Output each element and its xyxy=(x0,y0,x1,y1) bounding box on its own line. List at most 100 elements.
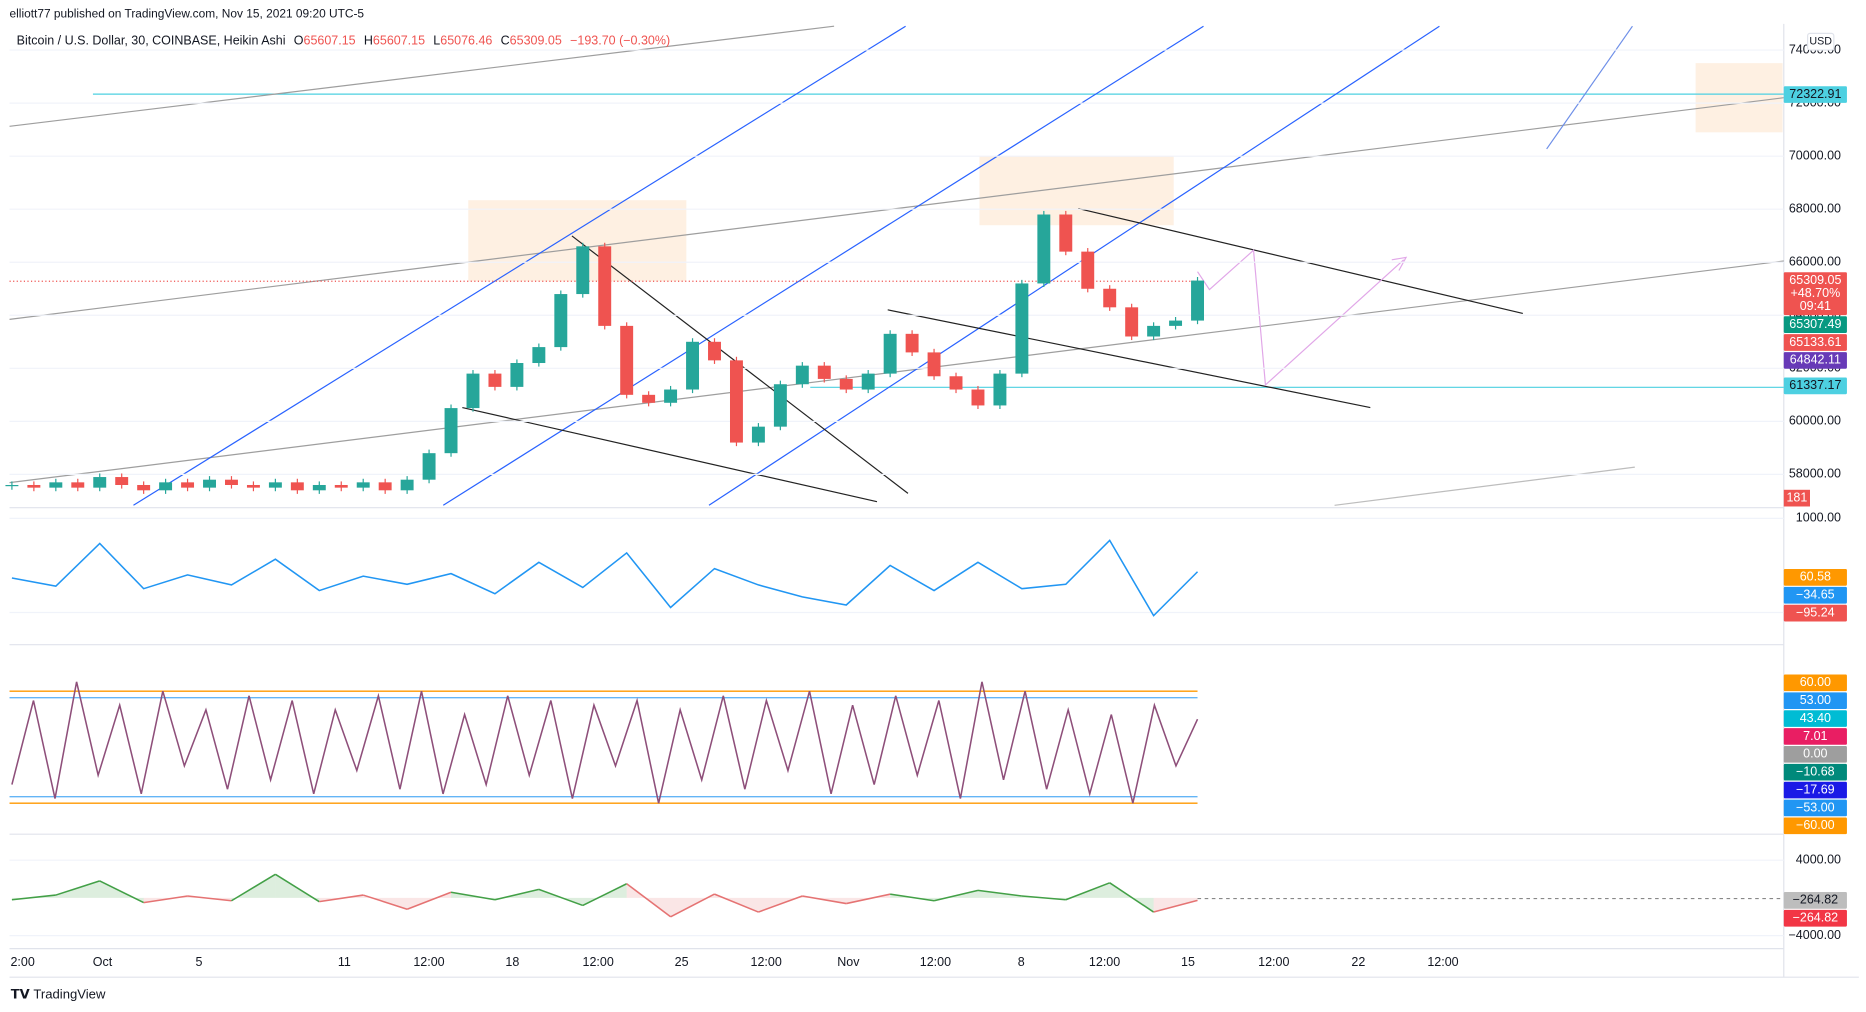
candle xyxy=(1191,280,1204,321)
wedge-line xyxy=(462,406,878,503)
candle xyxy=(905,333,919,353)
area-line xyxy=(99,880,144,904)
area-line xyxy=(582,883,628,907)
x-tick-label: 18 xyxy=(505,955,519,969)
area-fill xyxy=(802,896,847,904)
zone xyxy=(979,156,1174,226)
area-line xyxy=(846,893,891,905)
drawings xyxy=(9,25,1784,900)
candle xyxy=(993,373,1007,406)
y-tick-label: 1000.00 xyxy=(1796,511,1841,525)
candle xyxy=(400,479,414,491)
x-tick-label: 12:00 xyxy=(751,955,782,969)
price-badge-label: −60.00 xyxy=(1796,818,1835,832)
area-line xyxy=(143,895,188,904)
price-badge-label: −95.24 xyxy=(1796,605,1835,619)
ohlc-value: 65607.15 xyxy=(304,34,356,48)
candle xyxy=(268,482,282,488)
area-line xyxy=(274,873,320,903)
ohlc-label: L xyxy=(433,34,440,48)
price-badge xyxy=(1783,334,1847,351)
candle xyxy=(664,389,678,403)
candle xyxy=(795,365,809,385)
area-line xyxy=(55,880,100,896)
area-fill xyxy=(143,896,188,903)
wedge-line xyxy=(1078,207,1523,314)
candle xyxy=(598,246,612,326)
y-tick-label: 68000.00 xyxy=(1789,201,1841,215)
price-badge-label: −17.69 xyxy=(1796,782,1835,796)
x-tick-label: 12:00 xyxy=(583,955,614,969)
legend: Bitcoin / U.S. Dollar, 30, COINBASE, Hei… xyxy=(17,34,670,48)
candle xyxy=(729,360,743,443)
candle xyxy=(861,373,875,390)
candle xyxy=(49,482,63,488)
trend-line xyxy=(9,260,1784,484)
area-line xyxy=(494,888,540,901)
candle xyxy=(949,376,963,390)
currency: USD xyxy=(1809,36,1832,48)
price-badge-label: 72322.91 xyxy=(1789,87,1841,101)
area-line xyxy=(802,895,847,905)
price-badge-label: 60.58 xyxy=(1800,570,1831,584)
price-badge-label: −34.65 xyxy=(1796,588,1835,602)
price-badge xyxy=(1783,892,1847,909)
price-badge-label: 64842.11 xyxy=(1790,353,1841,367)
candle xyxy=(1037,214,1051,284)
candle xyxy=(1015,283,1029,374)
currency-box xyxy=(1807,32,1835,51)
y-tick-label: 58000.00 xyxy=(1789,467,1841,481)
candle xyxy=(334,484,348,488)
price-badge xyxy=(1783,316,1847,333)
candle xyxy=(971,389,985,406)
area-line xyxy=(933,889,979,902)
candle xyxy=(71,482,85,488)
candle xyxy=(290,482,304,491)
y-tick-label: 60000.00 xyxy=(1789,414,1841,428)
candle xyxy=(422,453,436,480)
price-badge xyxy=(1783,710,1847,727)
price-badge xyxy=(1783,674,1847,692)
candle xyxy=(225,479,238,485)
price-badge-label: 7.01 xyxy=(1803,729,1827,743)
price-badge-label: −53.00 xyxy=(1796,800,1835,814)
x-tick-label: Nov xyxy=(837,955,860,969)
candle xyxy=(312,484,326,491)
area-line xyxy=(1109,882,1155,913)
candle xyxy=(488,373,502,387)
projection-arrowhead xyxy=(1391,256,1408,271)
price-badge xyxy=(1783,604,1847,622)
price-badge-extra: +48.70% xyxy=(1791,286,1841,300)
area-line xyxy=(670,893,715,918)
price-badge xyxy=(1783,272,1847,316)
candle xyxy=(620,325,634,395)
y-tick-label: −4000.00 xyxy=(1788,928,1841,942)
change: −193.70 (−0.30%) xyxy=(570,34,670,48)
price-badge xyxy=(1783,781,1847,799)
trend-line xyxy=(1334,466,1635,506)
marks: 58000.0060000.0062000.0064000.0066000.00… xyxy=(5,42,1847,969)
price-badge xyxy=(1783,728,1847,745)
price-badge-label: −10.68 xyxy=(1796,765,1835,779)
volume-badge-label: 181 xyxy=(1786,490,1807,504)
price-badge xyxy=(1783,692,1847,710)
price-badge-label: 0.00 xyxy=(1803,747,1827,761)
area-line xyxy=(231,873,276,902)
channel-line xyxy=(708,25,1440,506)
candle xyxy=(93,477,107,488)
price-badge xyxy=(1783,86,1847,103)
area-line xyxy=(538,888,584,907)
logo-mark: 𝗧𝗩 xyxy=(11,987,30,1002)
candle xyxy=(532,347,546,364)
ohlc-label: C xyxy=(501,34,510,48)
candle xyxy=(5,484,19,487)
y-tick-label: 66000.00 xyxy=(1789,255,1841,269)
x-tick-label: 12:00 xyxy=(413,955,444,969)
candle xyxy=(817,365,831,379)
brand: TradingView xyxy=(33,987,106,1002)
indicator-line xyxy=(11,539,1199,617)
